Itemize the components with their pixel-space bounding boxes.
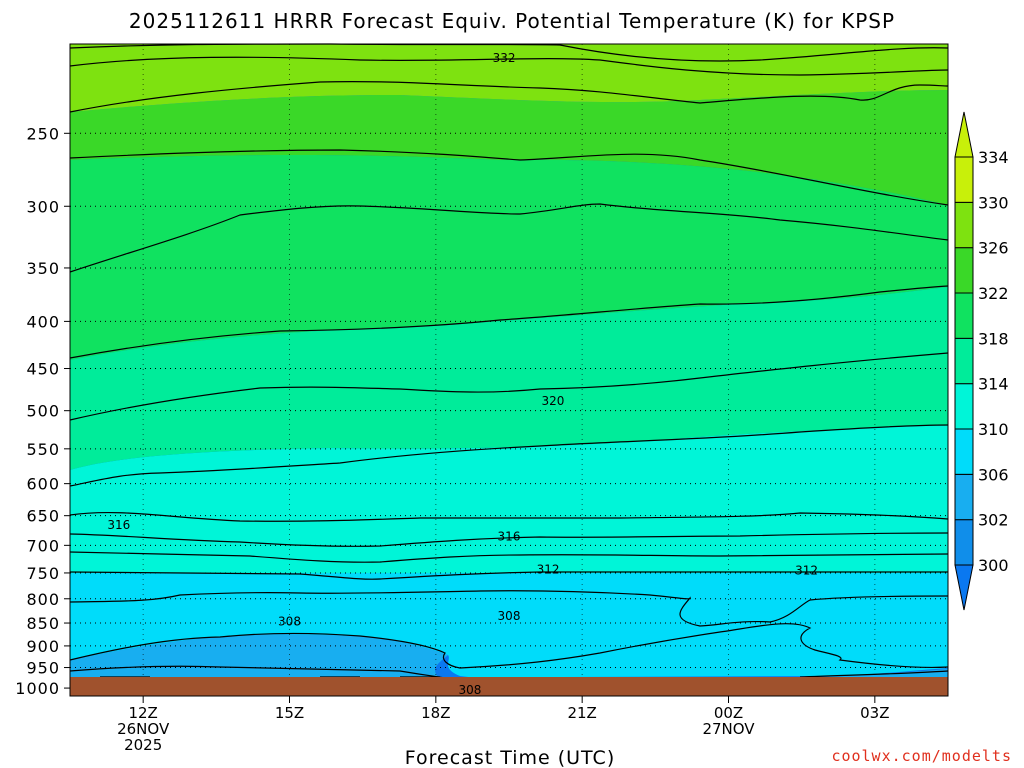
contour-line xyxy=(69,352,949,421)
y-axis: 250 300 350 400 450 500 550 600 650 700 750 800 850 9… xyxy=(15,124,70,698)
y-tick-label: 1000 xyxy=(15,679,60,698)
contour-line xyxy=(69,203,949,273)
colorbar-segment xyxy=(954,337,974,385)
contour-label: 332 xyxy=(493,51,516,65)
x-axis-title: Forecast Time (UTC) xyxy=(405,747,615,768)
colorbar-label: 334 xyxy=(978,148,1009,167)
colorbar-segment xyxy=(954,201,974,249)
colorbar: 300 302 306 310 314 318 322 326 330 334 xyxy=(954,111,1009,611)
y-tick-label: 900 xyxy=(26,637,60,656)
y-tick-label: 400 xyxy=(26,312,60,331)
colorbar-segment xyxy=(954,428,974,475)
plot-area: 332 320 316 316 312 312 308 308 308 xyxy=(69,43,949,697)
plot-frame xyxy=(69,43,949,697)
y-tick-label: 750 xyxy=(26,564,60,583)
chart-title: 2025112611 HRRR Forecast Equiv. Potentia… xyxy=(129,9,895,33)
x-tick-label: 00Z xyxy=(714,704,743,722)
contour-line xyxy=(69,551,949,563)
x-tick-label: 18Z xyxy=(421,704,450,722)
colorbar-label: 326 xyxy=(978,239,1009,258)
colorbar-segment xyxy=(954,156,974,203)
x-tick-label: 12Z xyxy=(128,704,157,722)
x-tick-label: 21Z xyxy=(567,704,596,722)
field-band-326 xyxy=(70,90,948,205)
contour-line xyxy=(69,424,949,487)
y-tick-label: 500 xyxy=(26,402,60,421)
colorbar-segment xyxy=(954,473,974,521)
contour-line xyxy=(69,285,949,359)
x-tick-label: 2025 xyxy=(124,736,162,754)
contour-line xyxy=(69,623,949,669)
contour-line xyxy=(69,590,949,627)
colorbar-lower-extend xyxy=(954,564,974,611)
contour-line xyxy=(69,665,446,679)
colorbar-label: 302 xyxy=(978,511,1009,530)
y-tick-label: 950 xyxy=(26,659,60,678)
x-gridlines xyxy=(142,44,876,696)
colorbar-segment xyxy=(954,247,974,294)
contour-line xyxy=(69,56,949,76)
y-tick-label: 350 xyxy=(26,259,60,278)
contour-line xyxy=(69,149,949,206)
colorbar-segment xyxy=(954,383,974,430)
y-tick-label: 650 xyxy=(26,507,60,526)
contour-label: 308 xyxy=(498,609,521,623)
contour-label: 308 xyxy=(278,615,301,629)
y-tick-label: 450 xyxy=(26,360,60,379)
contour-label: 316 xyxy=(107,518,130,532)
contour-label: 312 xyxy=(795,563,818,577)
contour-line xyxy=(69,571,948,580)
y-tick-label: 850 xyxy=(26,614,60,633)
y-tick-label: 250 xyxy=(26,124,60,143)
x-tick-label: 26NOV xyxy=(117,720,170,738)
contour-labels: 332 320 316 316 312 312 308 308 308 xyxy=(107,51,818,697)
contour-line xyxy=(69,80,949,113)
colorbar-label: 322 xyxy=(978,284,1009,303)
colorbar-segment xyxy=(954,519,974,566)
x-tick-label: 15Z xyxy=(275,704,304,722)
y-tick-label: 300 xyxy=(26,197,60,216)
x-tick-label: 03Z xyxy=(860,704,889,722)
colorbar-label: 314 xyxy=(978,375,1009,394)
contour-line xyxy=(69,512,949,522)
y-tick-label: 800 xyxy=(26,590,60,609)
y-tick-label: 700 xyxy=(26,536,60,555)
colorbar-label: 300 xyxy=(978,556,1009,575)
credit-text: coolwx.com/modelts xyxy=(831,747,1012,765)
y-tick-label: 550 xyxy=(26,440,60,459)
contour-line xyxy=(69,532,949,547)
field-band-322 xyxy=(70,155,948,360)
contour-lines xyxy=(69,43,949,679)
x-tick-label: 27NOV xyxy=(702,720,755,738)
ground-band xyxy=(70,677,948,696)
contour-label: 316 xyxy=(498,530,521,544)
contour-label: 308 xyxy=(459,683,482,697)
contour-label: 312 xyxy=(537,563,560,577)
y-tick-label: 600 xyxy=(26,475,60,494)
colorbar-label: 330 xyxy=(978,193,1009,212)
colorbar-segment xyxy=(954,292,974,339)
colorbar-label: 310 xyxy=(978,420,1009,439)
colorbar-label: 306 xyxy=(978,465,1009,484)
colorbar-upper-extend xyxy=(954,111,974,158)
contour-label: 320 xyxy=(541,394,564,408)
colorbar-label: 318 xyxy=(978,329,1009,348)
